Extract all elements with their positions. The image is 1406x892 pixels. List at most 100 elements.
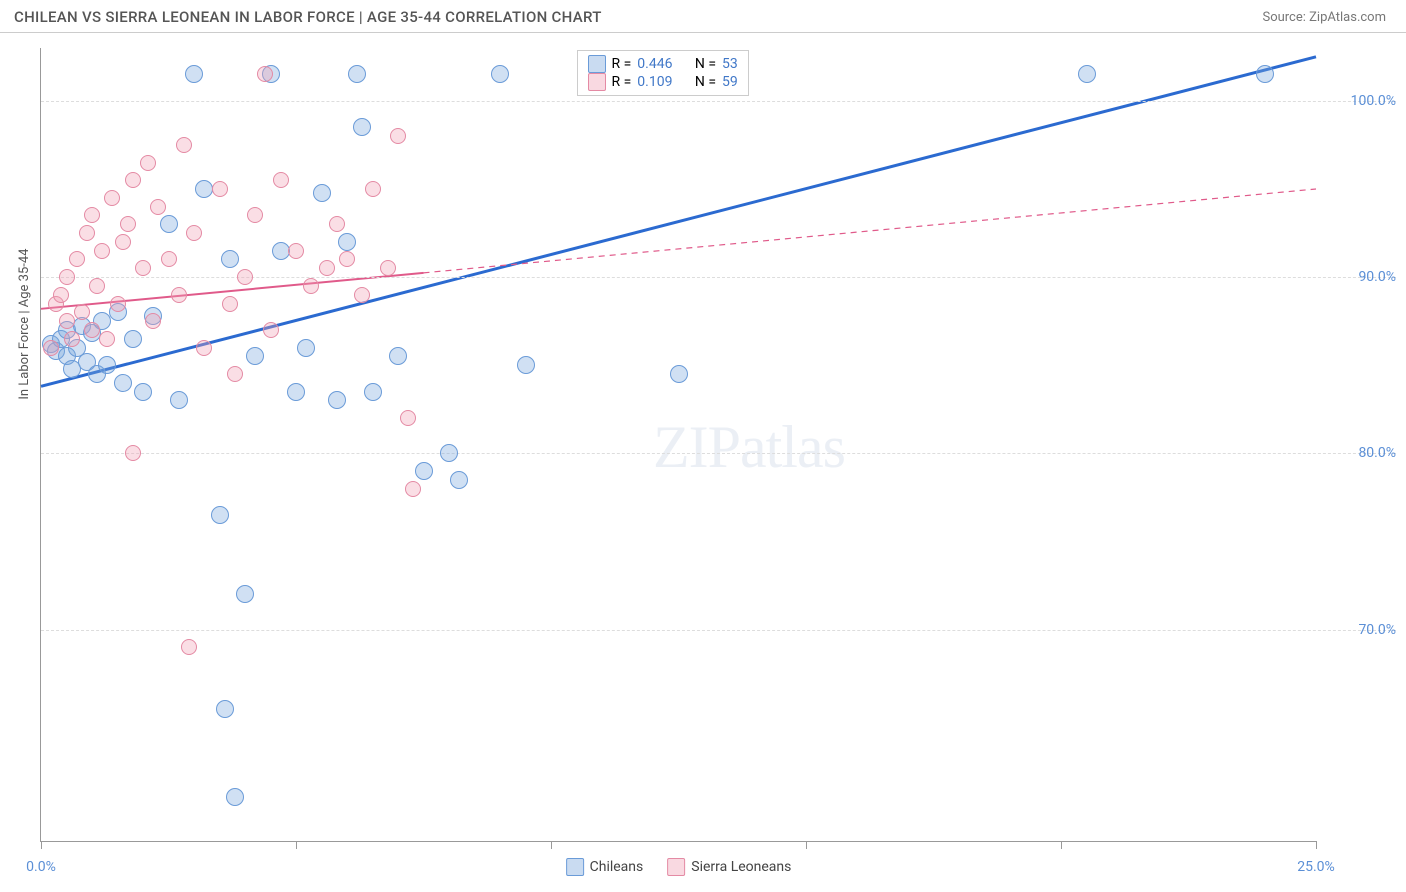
data-point (380, 260, 396, 276)
x-tick (296, 841, 297, 849)
data-point (59, 269, 75, 285)
y-tick-label: 70.0% (1326, 622, 1396, 638)
data-point (263, 322, 279, 338)
data-point (1078, 65, 1096, 83)
data-point (59, 313, 75, 329)
data-point (115, 234, 131, 250)
data-point (185, 65, 203, 83)
legend-label: Sierra Leoneans (691, 859, 791, 875)
data-point (328, 391, 346, 409)
data-point (303, 278, 319, 294)
data-point (145, 313, 161, 329)
data-point (365, 181, 381, 197)
data-point (247, 207, 263, 223)
data-point (221, 250, 239, 268)
data-point (272, 242, 290, 260)
y-axis-label: In Labor Force | Age 35-44 (17, 248, 32, 399)
data-point (160, 215, 178, 233)
data-point (150, 199, 166, 215)
data-point (288, 243, 304, 259)
data-point (104, 190, 120, 206)
x-tick-label: 25.0% (1297, 859, 1335, 875)
data-point (89, 278, 105, 294)
legend-item-sierra: Sierra Leoneans (667, 858, 791, 876)
data-point (222, 296, 238, 312)
watermark-bold: ZIP (653, 414, 740, 480)
data-point (186, 225, 202, 241)
watermark: ZIPatlas (653, 413, 845, 482)
data-point (196, 340, 212, 356)
data-point (94, 243, 110, 259)
x-tick (1061, 841, 1062, 849)
correlation-legend: R = 0.446 N = 53 R = 0.109 N = 59 (577, 50, 749, 96)
data-point (517, 356, 535, 374)
data-point (440, 444, 458, 462)
data-point (170, 391, 188, 409)
data-point (313, 184, 331, 202)
data-point (297, 339, 315, 357)
data-point (339, 251, 355, 267)
data-point (246, 347, 264, 365)
data-point (227, 366, 243, 382)
gridline (41, 101, 1396, 102)
data-point (134, 383, 152, 401)
data-point (84, 207, 100, 223)
data-point (195, 180, 213, 198)
legend-label: Chileans (590, 859, 644, 875)
data-point (354, 287, 370, 303)
x-tick (806, 841, 807, 849)
data-point (237, 269, 253, 285)
data-point (226, 788, 244, 806)
data-point (99, 331, 115, 347)
r-label: R = (612, 56, 632, 72)
data-point (491, 65, 509, 83)
trend-lines (41, 48, 1316, 841)
y-tick-label: 90.0% (1326, 269, 1396, 285)
swatch-blue-icon (588, 55, 606, 73)
x-tick (1316, 841, 1317, 849)
n-value: 59 (722, 74, 738, 90)
data-point (171, 287, 187, 303)
data-point (1256, 65, 1274, 83)
data-point (273, 172, 289, 188)
chart-title: CHILEAN VS SIERRA LEONEAN IN LABOR FORCE… (14, 8, 602, 26)
data-point (405, 481, 421, 497)
data-point (389, 347, 407, 365)
chart-header: CHILEAN VS SIERRA LEONEAN IN LABOR FORCE… (0, 0, 1406, 33)
data-point (135, 260, 151, 276)
data-point (348, 65, 366, 83)
r-label: R = (612, 74, 632, 90)
legend-row-sierra: R = 0.109 N = 59 (588, 73, 738, 91)
data-point (176, 137, 192, 153)
data-point (120, 216, 136, 232)
n-label: N = (695, 56, 716, 72)
data-point (64, 331, 80, 347)
x-tick-label: 0.0% (26, 859, 56, 875)
swatch-blue-icon (566, 858, 584, 876)
data-point (390, 128, 406, 144)
n-value: 53 (722, 56, 738, 72)
n-label: N = (695, 74, 716, 90)
chart-source: Source: ZipAtlas.com (1262, 10, 1386, 25)
data-point (140, 155, 156, 171)
data-point (124, 330, 142, 348)
data-point (110, 296, 126, 312)
data-point (338, 233, 356, 251)
r-value: 0.109 (637, 74, 672, 90)
data-point (69, 251, 85, 267)
data-point (319, 260, 335, 276)
data-point (212, 181, 228, 197)
data-point (114, 374, 132, 392)
data-point (329, 216, 345, 232)
gridline (41, 630, 1396, 631)
data-point (181, 639, 197, 655)
y-tick-label: 80.0% (1326, 445, 1396, 461)
x-tick (551, 841, 552, 849)
data-point (236, 585, 254, 603)
data-point (43, 340, 59, 356)
data-point (670, 365, 688, 383)
data-point (98, 356, 116, 374)
data-point (161, 251, 177, 267)
data-point (400, 410, 416, 426)
data-point (415, 462, 433, 480)
